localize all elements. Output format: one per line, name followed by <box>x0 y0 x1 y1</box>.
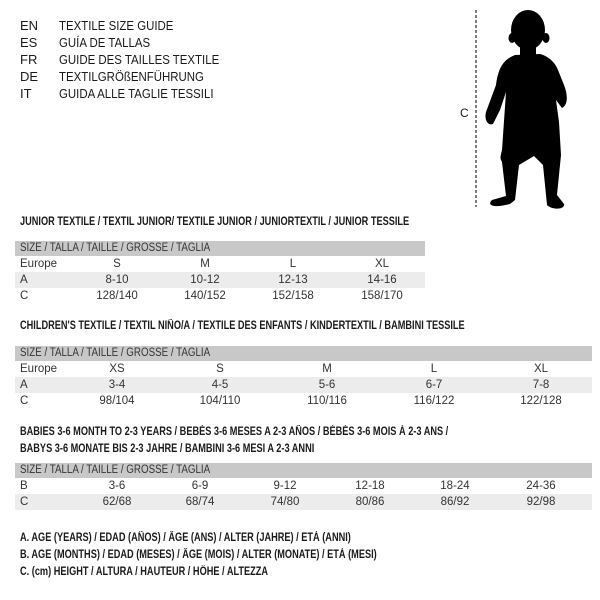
table-cell: 152/158 <box>272 290 314 302</box>
table-cell: XS <box>109 363 125 375</box>
language-code: FR <box>20 52 38 67</box>
table-cell: 9-12 <box>273 480 297 492</box>
row-label: A <box>20 379 28 391</box>
table-cell: 7-8 <box>532 379 550 391</box>
table-cell: 80/86 <box>355 496 385 508</box>
table-cell: 62/68 <box>102 496 132 508</box>
size-table: SIZE / TALLA / TAILLE / GRÖSSE / TAGLIA B… <box>15 463 592 510</box>
language-guide-name: TEXTILE SIZE GUIDE <box>59 17 189 34</box>
table-cell: 24-36 <box>526 480 556 492</box>
size-table-title: JUNIOR TEXTILE / TEXTIL JUNIOR/ TEXTILE … <box>20 214 506 230</box>
table-cell: 3-6 <box>108 480 126 492</box>
table-cell: 86/92 <box>440 496 470 508</box>
table-row: C 62/68 68/74 74/80 80/86 86/92 92/98 <box>15 494 592 510</box>
size-table-title: CHILDREN'S TEXTILE / TEXTIL NIÑO/A / TEX… <box>20 318 576 334</box>
size-table-header: SIZE / TALLA / TAILLE / GRÖSSE / TAGLIA <box>15 241 425 256</box>
legend-item: B. AGE (MONTHS) / EDAD (MESES) / ÂGE (MO… <box>20 547 466 564</box>
language-code: IT <box>20 86 32 101</box>
table-cell: 104/110 <box>199 395 241 407</box>
table-cell: 158/170 <box>361 290 403 302</box>
table-cell: 18-24 <box>440 480 470 492</box>
language-code: EN <box>20 18 39 33</box>
table-row: Europe S M L XL <box>15 256 425 272</box>
table-cell: 74/80 <box>270 496 300 508</box>
table-row: B 3-6 6-9 9-12 12-18 18-24 24-36 <box>15 478 592 494</box>
table-cell: 8-10 <box>105 274 129 286</box>
table-cell: 140/152 <box>184 290 226 302</box>
size-table-title-text: BABIES 3-6 MONTH TO 2-3 YEARS / BEBÉS 3-… <box>20 426 449 438</box>
language-code: ES <box>20 35 38 50</box>
table-row: Europe XS S M L XL <box>15 361 592 377</box>
table-cell: 6-9 <box>191 480 209 492</box>
table-cell: 3-4 <box>108 379 126 391</box>
language-guide-name-text: GUÍA DE TALLAS <box>59 35 151 50</box>
table-row: A 3-4 4-5 5-6 6-7 7-8 <box>15 377 592 393</box>
size-table: SIZE / TALLA / TAILLE / GRÖSSE / TAGLIA E… <box>15 346 592 409</box>
size-table-title-text: CHILDREN'S TEXTILE / TEXTIL NIÑO/A / TEX… <box>20 320 465 332</box>
size-table-header: SIZE / TALLA / TAILLE / GRÖSSE / TAGLIA <box>15 463 592 478</box>
language-guide-name-text: TEXTILGRÖßENFÜHRUNG <box>59 69 204 84</box>
row-label: B <box>20 480 28 492</box>
language-guide-name: GUIDA ALLE TAGLIE TESSILI <box>59 85 235 102</box>
legend-item-text: C. (cm) HEIGHT / ALTURA / HAUTEUR / HÖHE… <box>20 566 269 578</box>
size-table: SIZE / TALLA / TAILLE / GRÖSSE / TAGLIA E… <box>15 241 425 304</box>
table-cell: 68/74 <box>185 496 215 508</box>
table-cell: L <box>430 363 438 375</box>
table-cell: 128/140 <box>96 290 138 302</box>
size-table-header-text: SIZE / TALLA / TAILLE / GRÖSSE / TAGLIA <box>20 242 211 254</box>
language-guide-name: GUÍA DE TALLAS <box>59 34 163 51</box>
table-cell: 116/122 <box>413 395 455 407</box>
row-label: A <box>20 274 28 286</box>
table-cell: S <box>113 258 121 270</box>
table-cell: 12-18 <box>355 480 385 492</box>
language-guide-name-text: GUIDE DES TAILLES TEXTILE <box>59 52 220 67</box>
table-cell: XL <box>374 258 390 270</box>
size-table-header-text: SIZE / TALLA / TAILLE / GRÖSSE / TAGLIA <box>20 464 211 476</box>
size-table-title-text: JUNIOR TEXTILE / TEXTIL JUNIOR/ TEXTILE … <box>20 216 410 228</box>
language-guide-name: TEXTILGRÖßENFÜHRUNG <box>59 68 224 85</box>
row-label: C <box>20 395 29 407</box>
table-cell: 12-13 <box>278 274 308 286</box>
language-guide-name-text: TEXTILE SIZE GUIDE <box>59 18 174 33</box>
legend-item-text: B. AGE (MONTHS) / EDAD (MESES) / ÂGE (MO… <box>20 549 377 561</box>
table-cell: L <box>289 258 297 270</box>
table-cell: 4-5 <box>211 379 229 391</box>
size-table-header: SIZE / TALLA / TAILLE / GRÖSSE / TAGLIA <box>15 346 592 361</box>
size-table-title-text: BABYS 3-6 MONATE BIS 2-3 JAHRE / BAMBINI… <box>20 443 315 455</box>
table-cell: 92/98 <box>526 496 556 508</box>
language-guide-name-text: GUIDA ALLE TAGLIE TESSILI <box>59 86 214 101</box>
legend-item-text: A. AGE (YEARS) / EDAD (AÑOS) / ÂGE (ANS)… <box>20 532 351 544</box>
table-row: C 128/140 140/152 152/158 158/170 <box>15 288 425 304</box>
size-table-title: BABIES 3-6 MONTH TO 2-3 YEARS / BEBÉS 3-… <box>20 424 555 440</box>
child-silhouette-icon <box>485 10 567 209</box>
row-label: C <box>20 290 29 302</box>
table-cell: 98/104 <box>99 395 135 407</box>
row-label: Europe <box>20 258 58 270</box>
table-row: C 98/104 104/110 110/116 116/122 122/128 <box>15 393 592 409</box>
legend-item: A. AGE (YEARS) / EDAD (AÑOS) / ÂGE (ANS)… <box>20 530 434 547</box>
height-label: C <box>460 106 469 120</box>
row-label: Europe <box>20 363 58 375</box>
table-cell: 122/128 <box>520 395 562 407</box>
table-row: A 8-10 10-12 12-13 14-16 <box>15 272 425 288</box>
size-table-title-line2: BABYS 3-6 MONATE BIS 2-3 JAHRE / BAMBINI… <box>20 441 388 457</box>
table-cell: M <box>322 363 332 375</box>
table-cell: 6-7 <box>425 379 443 391</box>
language-guide-name: GUIDE DES TAILLES TEXTILE <box>59 51 241 68</box>
size-table-header-text: SIZE / TALLA / TAILLE / GRÖSSE / TAGLIA <box>20 347 211 359</box>
table-cell: M <box>200 258 210 270</box>
table-cell: 14-16 <box>367 274 397 286</box>
table-cell: 5-6 <box>318 379 336 391</box>
row-label: C <box>20 496 29 508</box>
table-cell: 10-12 <box>190 274 220 286</box>
language-code: DE <box>20 69 39 84</box>
table-cell: XL <box>533 363 549 375</box>
table-cell: 110/116 <box>307 395 347 407</box>
legend-item: C. (cm) HEIGHT / ALTURA / HAUTEUR / HÖHE… <box>20 564 330 581</box>
child-silhouette-figure <box>475 10 567 209</box>
table-cell: S <box>216 363 224 375</box>
